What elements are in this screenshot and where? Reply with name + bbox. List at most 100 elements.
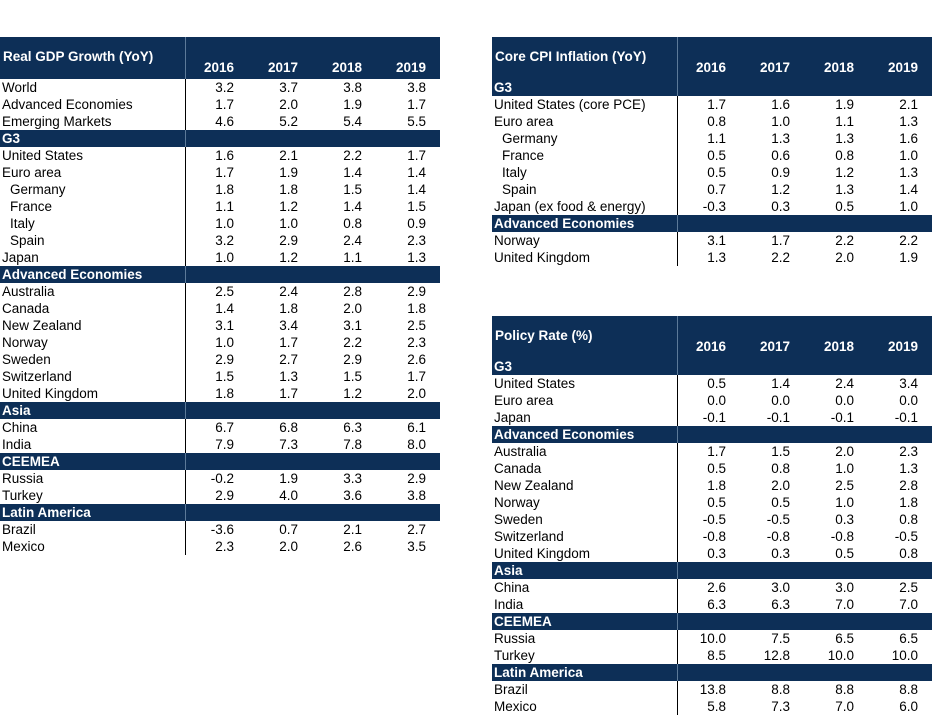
row-label-france: France bbox=[502, 148, 545, 163]
value-cell: 1.4 bbox=[899, 182, 918, 197]
year-header-2019: 2019 bbox=[395, 60, 426, 75]
value-cell: 1.5 bbox=[407, 199, 426, 214]
row-label-japan: Japan bbox=[494, 410, 531, 425]
value-cell: 0.3 bbox=[835, 512, 854, 527]
value-cell: 1.8 bbox=[215, 182, 234, 197]
column-divider bbox=[677, 664, 678, 681]
column-divider bbox=[677, 545, 678, 562]
value-cell: 0.5 bbox=[707, 376, 726, 391]
core-cpi-table: Core CPI Inflation (YoY) 2016 2017 2018 2019… bbox=[492, 37, 932, 266]
row-label-united-states: United States bbox=[494, 376, 576, 391]
table-row: United States 0.5 1.4 2.4 3.4 bbox=[492, 375, 932, 392]
column-divider bbox=[185, 300, 186, 317]
value-cell: 1.7 bbox=[407, 97, 426, 112]
table-row: United Kingdom 1.8 1.7 1.2 2.0 bbox=[0, 385, 440, 402]
table-row: Japan 1.0 1.2 1.1 1.3 bbox=[0, 249, 440, 266]
value-cell: 0.5 bbox=[707, 495, 726, 510]
value-cell: 3.2 bbox=[215, 80, 234, 95]
value-cell: 1.9 bbox=[279, 471, 298, 486]
row-label-india: India bbox=[494, 597, 524, 612]
table-row: United Kingdom 0.3 0.3 0.5 0.8 bbox=[492, 545, 932, 562]
value-cell: 1.8 bbox=[899, 495, 918, 510]
value-cell: 0.0 bbox=[707, 393, 726, 408]
table-row: Canada 0.5 0.8 1.0 1.3 bbox=[492, 460, 932, 477]
value-cell: 1.6 bbox=[215, 148, 234, 163]
value-cell: -0.5 bbox=[702, 512, 726, 527]
value-cell: -0.3 bbox=[702, 199, 726, 214]
value-cell: 2.0 bbox=[279, 539, 298, 554]
value-cell: 3.4 bbox=[899, 376, 918, 391]
year-header-2016: 2016 bbox=[695, 60, 726, 75]
value-cell: 1.7 bbox=[407, 148, 426, 163]
value-cell: 2.2 bbox=[771, 250, 790, 265]
value-cell: 3.0 bbox=[771, 580, 790, 595]
value-cell: 7.3 bbox=[771, 699, 790, 714]
row-label-euro-area: Euro area bbox=[494, 114, 554, 129]
value-cell: 7.0 bbox=[835, 597, 854, 612]
value-cell: 8.8 bbox=[771, 682, 790, 697]
year-header-2018: 2018 bbox=[823, 60, 854, 75]
table-row: Euro area 0.0 0.0 0.0 0.0 bbox=[492, 392, 932, 409]
value-cell: 0.0 bbox=[899, 393, 918, 408]
value-cell: 2.5 bbox=[899, 580, 918, 595]
column-divider bbox=[677, 460, 678, 477]
section-header-asia: Asia bbox=[492, 562, 932, 579]
value-cell: 2.7 bbox=[279, 352, 298, 367]
value-cell: 1.3 bbox=[407, 250, 426, 265]
column-divider bbox=[677, 113, 678, 130]
table-header: Policy Rate (%) 2016 2017 2018 2019 bbox=[492, 316, 932, 358]
value-cell: 2.3 bbox=[899, 444, 918, 459]
section-label: G3 bbox=[2, 131, 21, 146]
row-label-norway: Norway bbox=[494, 495, 540, 510]
column-divider bbox=[185, 487, 186, 504]
table-row: Emerging Markets 4.6 5.2 5.4 5.5 bbox=[0, 113, 440, 130]
value-cell: 10.0 bbox=[891, 648, 918, 663]
table-header: Real GDP Growth (YoY) 2016 2017 2018 2019 bbox=[0, 37, 440, 79]
table-row: Russia 10.0 7.5 6.5 6.5 bbox=[492, 630, 932, 647]
section-header-asia: Asia bbox=[0, 402, 440, 419]
column-divider bbox=[677, 630, 678, 647]
value-cell: 1.4 bbox=[343, 199, 362, 214]
column-divider bbox=[677, 698, 678, 715]
value-cell: 3.5 bbox=[407, 539, 426, 554]
column-divider bbox=[185, 419, 186, 436]
gdp-growth-table: Real GDP Growth (YoY) 2016 2017 2018 2019 Wor… bbox=[0, 37, 440, 555]
value-cell: 2.0 bbox=[343, 301, 362, 316]
table-row: Spain 0.7 1.2 1.3 1.4 bbox=[492, 181, 932, 198]
section-header-ceemea: CEEMEA bbox=[492, 613, 932, 630]
row-label-united-states: United States bbox=[2, 148, 84, 163]
value-cell: 1.3 bbox=[899, 165, 918, 180]
year-header-2016: 2016 bbox=[203, 60, 234, 75]
table-row: Canada 1.4 1.8 2.0 1.8 bbox=[0, 300, 440, 317]
section-label: CEEMEA bbox=[2, 454, 60, 469]
row-label-brazil: Brazil bbox=[2, 522, 36, 537]
value-cell: 8.8 bbox=[835, 682, 854, 697]
value-cell: 4.0 bbox=[279, 488, 298, 503]
year-header-2019: 2019 bbox=[887, 60, 918, 75]
value-cell: 3.1 bbox=[343, 318, 362, 333]
value-cell: 1.0 bbox=[215, 335, 234, 350]
row-label-new-zealand: New Zealand bbox=[494, 478, 574, 493]
value-cell: 5.8 bbox=[707, 699, 726, 714]
column-divider bbox=[677, 443, 678, 460]
row-label-euro-area: Euro area bbox=[2, 165, 62, 180]
value-cell: 2.0 bbox=[279, 97, 298, 112]
column-divider bbox=[677, 528, 678, 545]
table-row: Mexico 5.8 7.3 7.0 6.0 bbox=[492, 698, 932, 715]
value-cell: -3.6 bbox=[210, 522, 234, 537]
table-row: Brazil -3.6 0.7 2.1 2.7 bbox=[0, 521, 440, 538]
value-cell: 1.4 bbox=[407, 165, 426, 180]
value-cell: 1.3 bbox=[899, 461, 918, 476]
value-cell: 1.8 bbox=[279, 182, 298, 197]
value-cell: 1.0 bbox=[215, 216, 234, 231]
value-cell: 2.1 bbox=[899, 97, 918, 112]
row-label-euro-area: Euro area bbox=[494, 393, 554, 408]
column-divider bbox=[677, 147, 678, 164]
row-label-spain: Spain bbox=[10, 233, 45, 248]
row-label-norway: Norway bbox=[2, 335, 48, 350]
year-header-2017: 2017 bbox=[759, 339, 790, 354]
row-label-united-kingdom: United Kingdom bbox=[494, 546, 591, 561]
table-row: China 2.6 3.0 3.0 2.5 bbox=[492, 579, 932, 596]
row-label-turkey: Turkey bbox=[494, 648, 535, 663]
value-cell: 2.9 bbox=[407, 284, 426, 299]
